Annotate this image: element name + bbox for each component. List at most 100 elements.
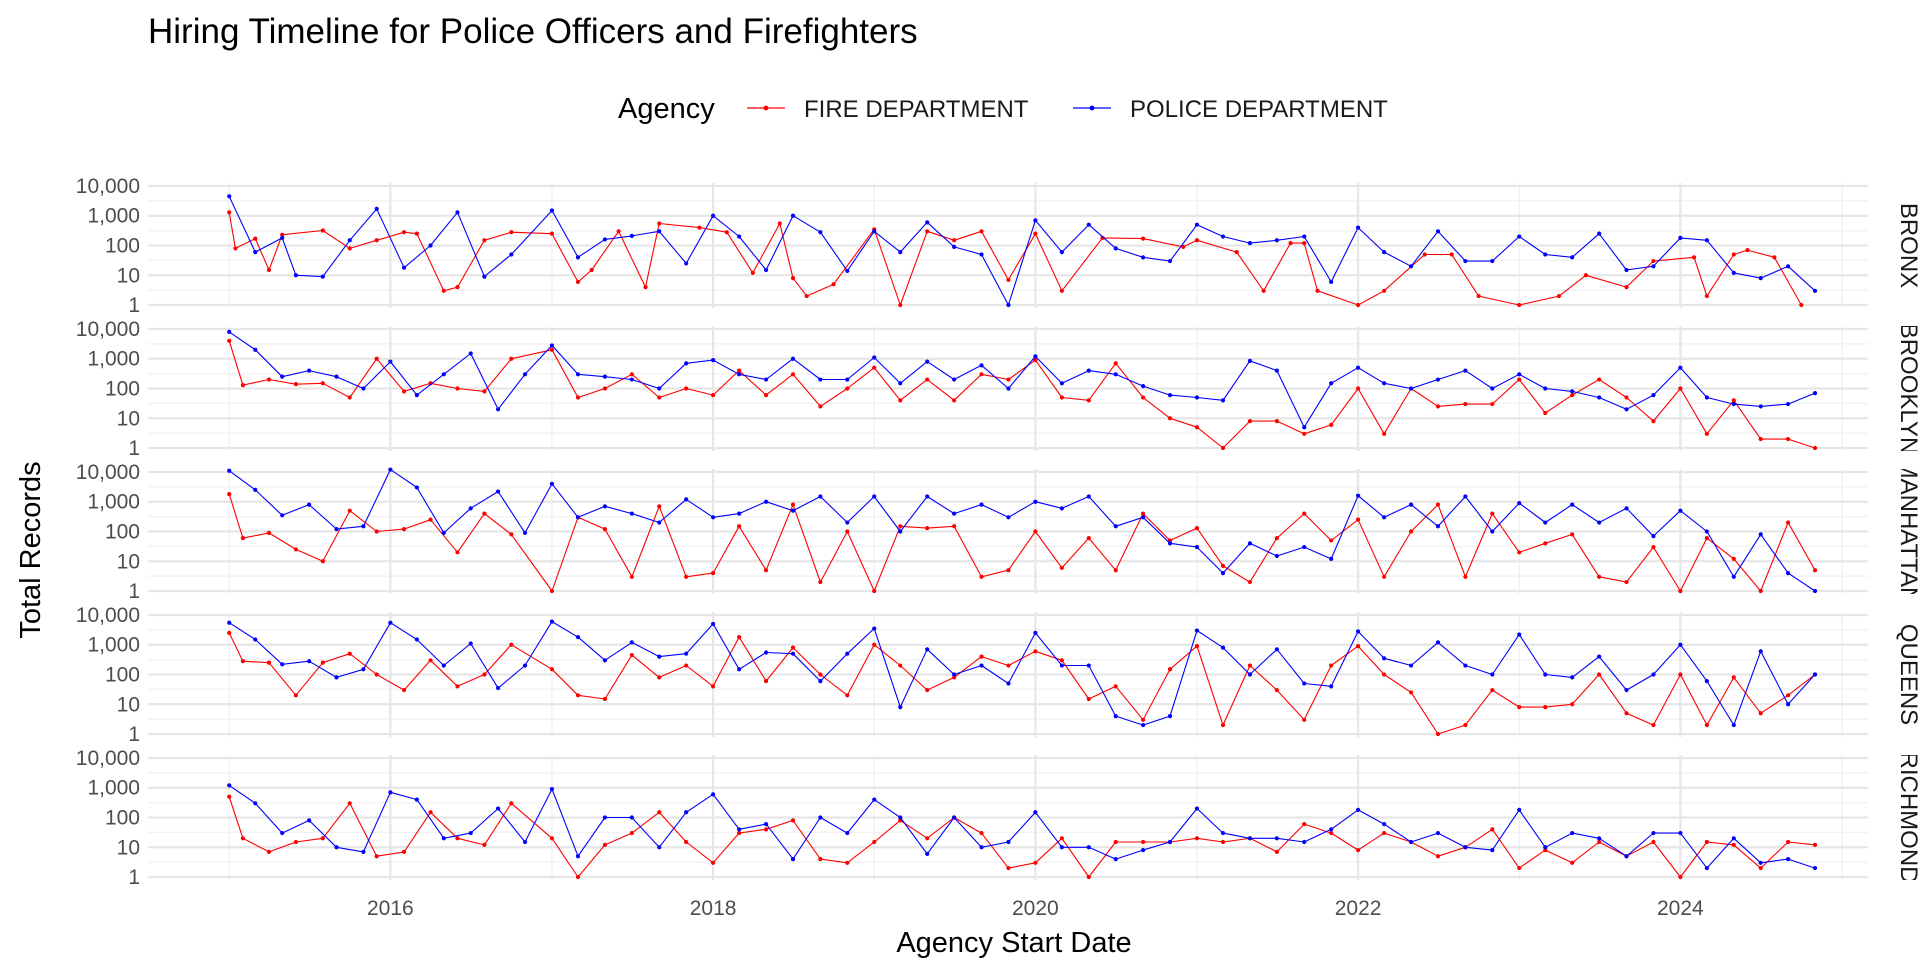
data-point (1113, 857, 1118, 862)
data-point (763, 568, 769, 573)
data-point (1785, 264, 1791, 269)
data-point (925, 647, 930, 652)
data-point (1570, 830, 1575, 836)
data-point (1543, 541, 1548, 546)
y-tick-label: 1 (128, 866, 140, 889)
data-point (1785, 436, 1791, 442)
facet-panel: 1 10 100 1,000 10,000 QUEENS (76, 604, 1920, 746)
data-point (1086, 398, 1091, 403)
data-point (1758, 865, 1763, 871)
data-point (1678, 874, 1683, 880)
facet-panel: 1 10 100 1,000 10,000 RICHMOND (76, 747, 1920, 889)
data-point (952, 238, 957, 243)
y-tick-label: 1,000 (87, 491, 140, 514)
data-point (441, 372, 446, 377)
data-point (347, 801, 352, 806)
data-point (482, 672, 487, 677)
data-point (737, 511, 742, 516)
data-point (482, 842, 487, 848)
data-point (240, 536, 246, 541)
data-point (1758, 276, 1763, 281)
data-point (401, 527, 407, 532)
data-point (1517, 500, 1522, 506)
data-point (602, 658, 608, 663)
data-point (1006, 277, 1011, 282)
data-point (697, 225, 702, 230)
data-point (1194, 425, 1200, 430)
data-point (724, 230, 729, 235)
data-point (414, 485, 419, 490)
data-point (1086, 696, 1091, 702)
data-point (361, 524, 366, 529)
data-point (266, 377, 272, 382)
data-point (1785, 857, 1791, 862)
facet-panel: 1 10 100 1,000 10,000 BROOKLYN (76, 318, 1920, 460)
data-point (1382, 656, 1387, 661)
data-point (334, 527, 339, 532)
data-point (1355, 386, 1361, 391)
data-point (1731, 722, 1736, 728)
data-point (1355, 807, 1361, 813)
data-point (831, 282, 836, 287)
data-point (1140, 236, 1146, 241)
facet-strip: RICHMOND (1895, 755, 1920, 880)
data-point (629, 574, 634, 579)
data-point (925, 851, 930, 856)
series-line (228, 621, 1816, 726)
data-point (1570, 393, 1575, 398)
data-point (1651, 830, 1656, 836)
data-point (240, 383, 246, 388)
data-point (1059, 250, 1064, 255)
data-point (1812, 445, 1818, 451)
data-point (374, 529, 379, 534)
data-point (227, 329, 232, 334)
data-point (602, 386, 608, 391)
data-point (872, 626, 877, 631)
data-point (1517, 377, 1522, 382)
data-point (763, 267, 769, 273)
data-point (790, 276, 796, 281)
data-point (1678, 672, 1683, 677)
data-point (1194, 643, 1200, 649)
data-point (979, 372, 984, 377)
data-point (509, 252, 514, 257)
data-point (1490, 848, 1495, 853)
data-point (320, 836, 325, 841)
data-point (1247, 672, 1253, 677)
data-point (629, 815, 634, 820)
data-point (1678, 588, 1683, 594)
data-point (845, 377, 850, 382)
data-point (1220, 571, 1226, 576)
data-point (334, 374, 339, 379)
data-point (1704, 679, 1709, 684)
data-point (1140, 722, 1146, 728)
data-point (1435, 524, 1441, 529)
data-point (1194, 395, 1200, 400)
data-point (1140, 511, 1146, 516)
data-point (1490, 386, 1495, 391)
data-point (1408, 690, 1414, 695)
data-point (522, 663, 528, 668)
y-tick-label: 100 (105, 664, 140, 687)
data-point (414, 231, 419, 236)
data-point (1543, 705, 1548, 710)
data-point (320, 660, 325, 665)
data-point (1758, 436, 1763, 442)
data-point (657, 654, 662, 659)
data-point (1597, 574, 1602, 579)
legend-label-fire-department: FIRE DEPARTMENT (804, 96, 1029, 123)
data-point (737, 667, 742, 672)
data-point (710, 515, 716, 520)
data-point (1220, 234, 1226, 239)
data-point (1463, 845, 1468, 850)
data-point (1194, 238, 1200, 243)
data-point (1033, 354, 1038, 359)
data-point (307, 368, 312, 373)
data-point (1651, 672, 1656, 677)
data-point (1731, 842, 1736, 848)
data-point (1731, 401, 1736, 407)
data-point (1543, 845, 1548, 850)
data-point (710, 860, 716, 865)
data-point (575, 395, 581, 400)
x-tick-label: 2024 (1657, 897, 1704, 920)
